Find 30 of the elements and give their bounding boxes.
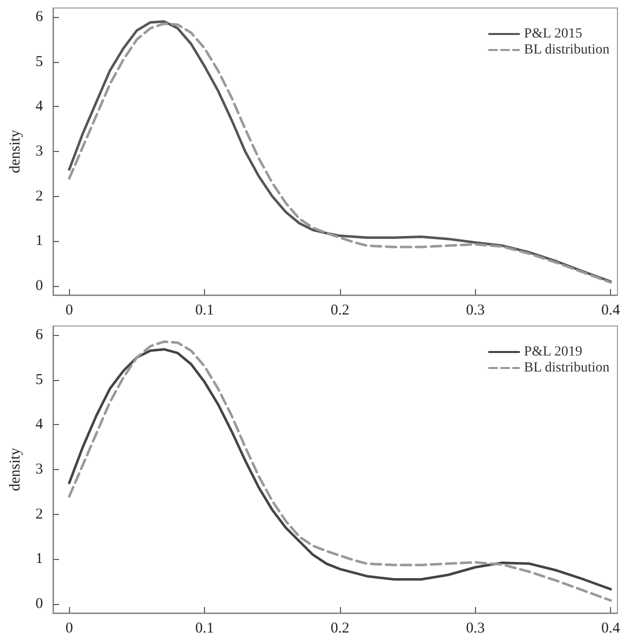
x-tick-label: 0.1 bbox=[195, 620, 214, 636]
y-tick-label: 5 bbox=[36, 372, 43, 388]
x-tick-label: 0 bbox=[65, 620, 73, 636]
legend-label: P&L 2019 bbox=[524, 344, 582, 360]
x-tick-label: 0.4 bbox=[601, 302, 621, 318]
y-tick-label: 3 bbox=[36, 462, 43, 478]
x-tick-label: 0.2 bbox=[330, 302, 350, 318]
x-tick-label: 0.3 bbox=[466, 620, 485, 636]
x-tick-label: 0 bbox=[65, 302, 73, 318]
y-tick-label: 0 bbox=[36, 278, 43, 294]
y-axis-title: density bbox=[8, 129, 24, 174]
legend-label: BL distribution bbox=[524, 42, 610, 58]
y-tick-label: 6 bbox=[36, 8, 44, 25]
y-tick-label: 2 bbox=[36, 188, 43, 204]
x-tick-label: 0.1 bbox=[195, 302, 214, 318]
x-tick-label: 0.3 bbox=[466, 302, 485, 318]
y-tick-label: 1 bbox=[36, 551, 43, 568]
y-tick-label: 3 bbox=[36, 144, 43, 160]
y-tick-label: 2 bbox=[36, 506, 43, 522]
y-tick-label: 6 bbox=[36, 326, 44, 343]
y-tick-label: 1 bbox=[36, 233, 43, 250]
y-tick-label: 0 bbox=[36, 596, 43, 612]
x-tick-label: 0.2 bbox=[330, 620, 350, 636]
legend-label: BL distribution bbox=[524, 360, 610, 376]
y-axis-title: density bbox=[8, 447, 24, 492]
x-tick-label: 0.4 bbox=[601, 620, 621, 636]
y-tick-label: 4 bbox=[36, 98, 44, 115]
legend-label: P&L 2015 bbox=[524, 26, 582, 42]
y-tick-label: 4 bbox=[36, 416, 44, 433]
y-tick-label: 5 bbox=[36, 54, 43, 70]
